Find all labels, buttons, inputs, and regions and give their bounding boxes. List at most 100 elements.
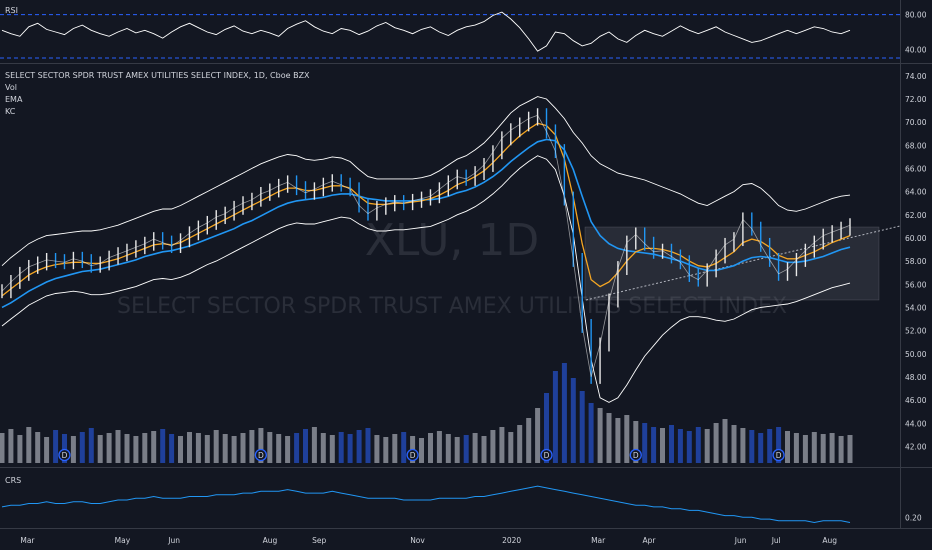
volume-bar [776, 427, 782, 463]
volume-bar [472, 433, 478, 463]
price-tick-label: 66.00 [905, 164, 927, 173]
price-pane[interactable] [1, 96, 851, 403]
price-tick-label: 52.00 [905, 327, 927, 336]
price-tick-label: 64.00 [905, 188, 927, 197]
volume-bar [758, 433, 764, 463]
volume-bar [669, 425, 674, 463]
volume-bar [392, 434, 398, 463]
volume-bar [17, 435, 23, 463]
volume-bar [428, 433, 433, 463]
dividend-marker-label: D [258, 451, 264, 460]
volume-bar [544, 393, 549, 463]
volume-bar [35, 432, 41, 463]
volume-bar [811, 432, 817, 463]
volume-bar [97, 435, 103, 463]
volume-bar [767, 429, 773, 463]
rsi-tick-label: 40.00 [905, 45, 927, 54]
volume-bar [588, 403, 594, 463]
volume-bar [222, 434, 228, 463]
dividend-marker[interactable] [406, 448, 419, 462]
symbol-title[interactable]: SELECT SECTOR SPDR TRUST AMEX UTILITIES … [5, 71, 310, 80]
volume-bar [445, 434, 451, 463]
keltner-upper-line[interactable] [1, 96, 851, 267]
volume-bar [88, 428, 94, 463]
volume-bar [231, 436, 237, 463]
time-tick-label: Aug [263, 536, 278, 545]
volume-bar [320, 433, 326, 463]
volume-bar [79, 432, 85, 463]
dividend-marker[interactable] [254, 448, 268, 462]
volume-bar [517, 425, 523, 463]
volume-bar [722, 419, 728, 463]
dividend-marker[interactable] [58, 448, 71, 462]
price-tick-label: 74.00 [905, 72, 927, 81]
volume-bar [8, 429, 14, 463]
study-kc-label[interactable]: KC [5, 107, 16, 116]
ema-fast-line[interactable] [1, 122, 851, 297]
volume-bar [204, 435, 210, 463]
volume-bar [303, 429, 308, 463]
volume-bar [383, 437, 389, 463]
time-tick-label: Jul [771, 536, 781, 545]
time-tick-label: May [115, 536, 131, 545]
volume-bar [463, 435, 469, 463]
volume-bar [142, 433, 148, 463]
volume-bar [169, 434, 175, 463]
volume-bar [401, 432, 407, 463]
price-tick-label: 72.00 [905, 95, 927, 104]
volume-bar [365, 428, 371, 463]
volume-bar [178, 436, 183, 463]
volume-bar [115, 430, 121, 463]
volume-bar [677, 429, 683, 463]
volume-bar [374, 435, 380, 463]
price-tick-label: 56.00 [905, 280, 927, 289]
rsi-line[interactable] [1, 11, 851, 52]
volume-bar [579, 391, 585, 463]
volume-bar [294, 433, 300, 463]
volume-bar [535, 408, 541, 463]
dividend-marker[interactable] [629, 448, 642, 462]
watermark-ticker: XLU, 1D [365, 215, 540, 266]
study-vol-label[interactable]: Vol [5, 83, 17, 92]
dividend-marker[interactable] [772, 448, 785, 462]
volume-bar [26, 427, 32, 463]
crs-pane[interactable] [1, 485, 851, 524]
volume-bar [526, 418, 532, 463]
volume-bar [552, 371, 558, 463]
crs-label[interactable]: CRS [5, 476, 21, 485]
time-tick-label: Mar [591, 536, 606, 545]
volume-bar [160, 429, 166, 463]
dividend-marker[interactable] [540, 448, 553, 462]
volume-bar [508, 432, 514, 463]
volume-bar [633, 421, 639, 463]
watermark-name: SELECT SECTOR SPDR TRUST AMEX UTILITIES … [117, 294, 787, 319]
rsi-pane[interactable] [0, 11, 900, 59]
time-tick-label: Mar [20, 536, 35, 545]
consolidation-rectangle[interactable] [584, 226, 880, 301]
rsi-label[interactable]: RSI [5, 6, 18, 15]
price-line[interactable] [1, 114, 851, 378]
volume-bar [785, 431, 790, 463]
time-tick-label: Jun [734, 536, 747, 545]
keltner-lower-line[interactable] [1, 155, 851, 403]
volume-bar [615, 418, 621, 463]
crs-line[interactable] [1, 485, 851, 524]
volume-bar [436, 431, 442, 463]
time-tick-label: Apr [643, 536, 657, 545]
time-tick-label: Aug [822, 536, 837, 545]
price-tick-label: 50.00 [905, 350, 927, 359]
price-tick-label: 44.00 [905, 419, 927, 428]
volume-bar [731, 425, 737, 463]
volume-bar [356, 430, 362, 463]
volume-bar [561, 363, 567, 463]
trend-line[interactable] [585, 225, 901, 301]
dividend-marker-label: D [776, 451, 782, 460]
volume-bar [70, 436, 76, 463]
volume-bar [481, 436, 487, 463]
study-ema-label[interactable]: EMA [5, 95, 23, 104]
volume-bar [713, 423, 719, 463]
crs-tick-label: 0.20 [905, 513, 922, 522]
price-tick-label: 46.00 [905, 396, 927, 405]
